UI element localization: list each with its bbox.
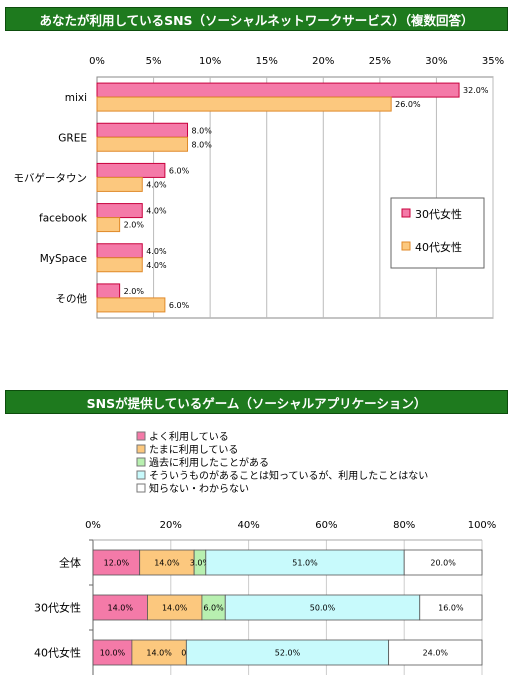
legend-label: よく利用している <box>149 431 229 443</box>
chart2-svg: よく利用しているたまに利用している過去に利用したことがあるそういうものがあること… <box>34 431 497 675</box>
bar-segment <box>224 594 421 621</box>
category-label: 40代女性 <box>34 646 81 660</box>
legend: よく利用しているたまに利用している過去に利用したことがあるそういうものがあること… <box>136 431 428 495</box>
data-label: 14.0% <box>154 559 180 568</box>
data-label: 52.0% <box>275 649 301 658</box>
data-label: 2.0% <box>124 287 145 296</box>
data-label: 16.0% <box>438 604 464 613</box>
bar <box>96 217 121 233</box>
legend-label: そういうものがあることは知っているが、利用したことはない <box>149 469 428 482</box>
bar-segment <box>147 594 203 621</box>
x-tick-label: 10% <box>199 56 221 67</box>
bar <box>96 82 460 98</box>
bar <box>96 136 189 152</box>
legend-swatch <box>136 457 146 467</box>
category-label: その他 <box>56 292 88 305</box>
x-tick-label: 25% <box>369 56 391 67</box>
x-tick-label: 5% <box>146 56 162 67</box>
x-tick-label: 100% <box>468 520 497 531</box>
x-tick-label: 35% <box>482 56 504 67</box>
bar <box>96 243 143 259</box>
data-label: 6.0% <box>203 604 224 613</box>
data-label: 10.0% <box>100 649 126 658</box>
x-tick-label: 60% <box>315 520 337 531</box>
chart1-svg: 0% 5% 10% 15% 20% 25% 30% 35% mixi 32.0% 26.0% GREE… <box>14 56 504 319</box>
legend-label: 過去に利用したことがある <box>149 456 269 469</box>
bar-segment <box>131 639 187 666</box>
bar <box>96 176 143 192</box>
chart1-title: あなたが利用しているSNS（ソーシャルネットワークサービス）（複数回答） <box>5 7 508 31</box>
bar <box>96 283 121 299</box>
data-label: 14.0% <box>146 649 172 658</box>
legend-label: 30代女性 <box>415 207 462 221</box>
category-label: facebook <box>39 213 88 225</box>
x-tick-label: 20% <box>312 56 334 67</box>
legend-label: たまに利用している <box>149 444 238 456</box>
bar-segment <box>185 639 390 666</box>
bar-segment <box>92 549 141 576</box>
chart2-title: SNSが提供しているゲーム（ソーシャルアプリケーション） <box>5 390 508 414</box>
data-label: 12.0% <box>104 559 130 568</box>
bar-segment <box>403 549 483 576</box>
data-label: 14.0% <box>108 604 134 613</box>
bar-segment <box>419 594 483 621</box>
data-label: 4.0% <box>146 207 167 216</box>
data-label: 6.0% <box>169 301 190 310</box>
bar <box>96 297 166 313</box>
legend-label: 40代女性 <box>415 240 462 254</box>
x-tick-label: 0% <box>85 520 101 531</box>
legend-label: 知らない・わからない <box>149 482 249 495</box>
legend-swatch <box>401 208 411 218</box>
legend-swatch <box>136 431 146 441</box>
category-label: 30代女性 <box>34 601 81 615</box>
x-tick-label: 30% <box>425 56 447 67</box>
x-tick-label: 0% <box>89 56 105 67</box>
data-label: 32.0% <box>463 86 489 95</box>
bar-segment <box>139 549 195 576</box>
data-label: 4.0% <box>146 247 167 256</box>
data-label: 2.0% <box>124 221 145 230</box>
bar <box>96 122 189 138</box>
legend: 30代女性 40代女性 <box>390 197 485 269</box>
legend-swatch <box>136 483 146 493</box>
category-label: mixi <box>65 92 87 104</box>
category-label: GREE <box>58 132 87 144</box>
data-label: 50.0% <box>310 604 336 613</box>
category-label: モバゲータウン <box>14 172 88 184</box>
bar <box>96 162 166 178</box>
legend-swatch <box>401 241 411 251</box>
bar <box>96 96 392 112</box>
x-tick-label: 20% <box>160 520 182 531</box>
legend-swatch <box>136 470 146 480</box>
data-label: 4.0% <box>146 261 167 270</box>
bar-segment <box>388 639 483 666</box>
data-label: 51.0% <box>292 559 318 568</box>
category-label: 全体 <box>59 556 81 570</box>
x-tick-label: 80% <box>393 520 415 531</box>
bar <box>96 203 143 219</box>
x-tick-label: 40% <box>237 520 259 531</box>
legend-swatch <box>136 444 146 454</box>
data-label: 14.0% <box>162 604 188 613</box>
category-label: MySpace <box>40 253 87 265</box>
x-tick-label: 15% <box>256 56 278 67</box>
data-label: 8.0% <box>192 140 213 149</box>
data-label: 6.0% <box>169 166 190 175</box>
bar <box>96 257 143 273</box>
data-label: 20.0% <box>430 559 456 568</box>
data-label: 26.0% <box>395 100 421 109</box>
data-label: 4.0% <box>146 180 167 189</box>
data-label: 3.0% <box>190 559 211 568</box>
data-label: 24.0% <box>423 649 449 658</box>
data-label: 8.0% <box>192 126 213 135</box>
